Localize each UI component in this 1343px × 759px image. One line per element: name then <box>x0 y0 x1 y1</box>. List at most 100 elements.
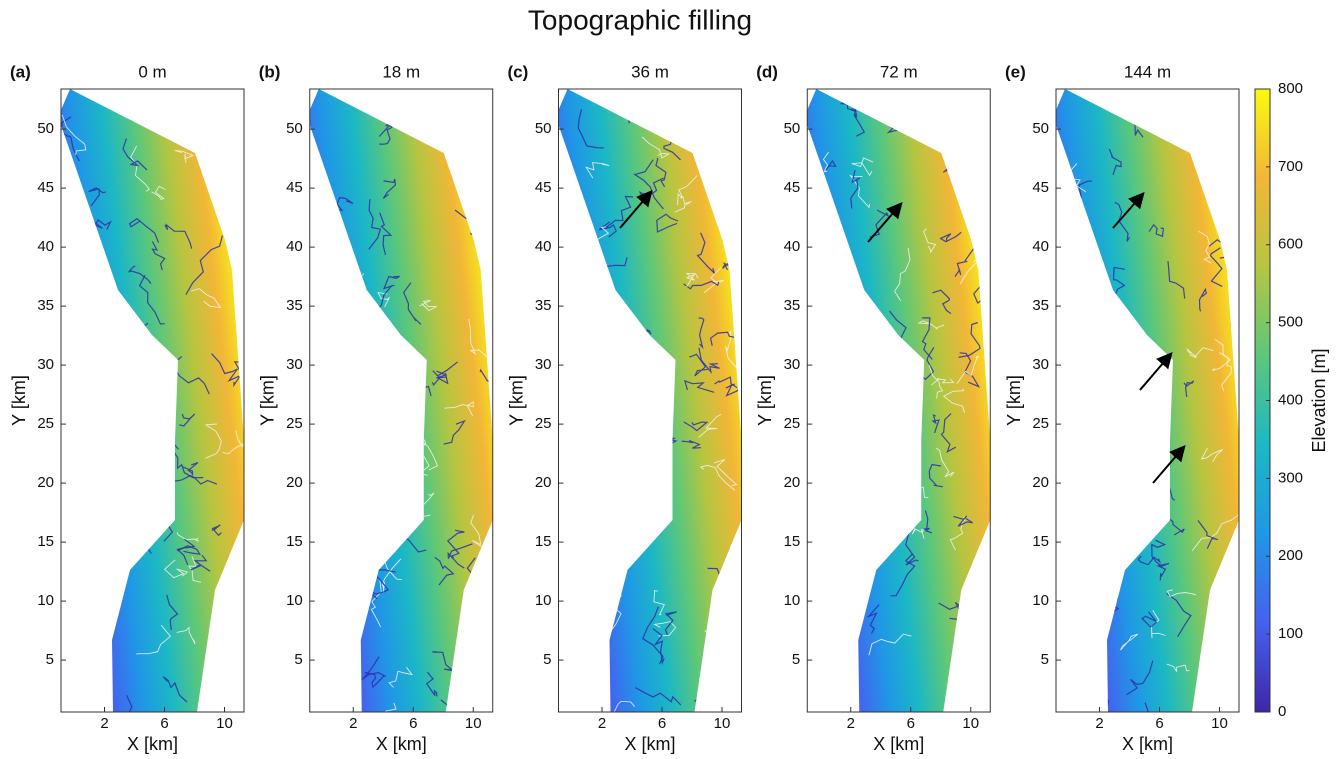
divide <box>176 532 199 542</box>
channel <box>166 594 179 631</box>
divide <box>699 464 736 491</box>
divide <box>928 364 944 399</box>
divide <box>807 375 813 413</box>
channel <box>635 687 682 706</box>
divide <box>653 589 665 616</box>
channel <box>377 430 397 451</box>
channel <box>309 394 311 417</box>
channel <box>1141 611 1158 628</box>
channel <box>460 664 489 691</box>
divide <box>807 445 822 482</box>
x-tick-label: 10 <box>216 715 233 732</box>
channel <box>344 610 357 640</box>
panel-label: (b) <box>259 62 281 81</box>
divide <box>674 195 692 213</box>
divide <box>931 378 955 386</box>
colorbar-tick-label: 0 <box>1278 703 1286 720</box>
channel <box>683 280 720 290</box>
channel <box>1070 610 1099 639</box>
y-tick-label: 35 <box>784 297 801 314</box>
y-tick-label: 45 <box>1032 179 1049 196</box>
channel <box>1068 351 1088 365</box>
channel <box>1063 683 1075 712</box>
colorbar-tick-label: 600 <box>1278 236 1303 253</box>
channel <box>975 90 991 104</box>
x-axis-label: X [km] <box>873 734 924 754</box>
divide <box>61 114 87 156</box>
divide <box>130 145 150 192</box>
channel <box>84 512 122 547</box>
divide <box>935 447 955 478</box>
channel <box>211 353 240 383</box>
y-tick-label: 15 <box>37 533 54 550</box>
channel <box>151 241 166 271</box>
axes-box <box>806 88 991 713</box>
channel <box>479 646 489 671</box>
channel <box>1137 555 1162 566</box>
divide <box>1186 347 1214 359</box>
y-tick-label: 30 <box>37 356 54 373</box>
y-tick-label: 10 <box>286 592 303 609</box>
divide <box>677 175 698 206</box>
channel <box>390 533 403 541</box>
divide <box>81 239 98 260</box>
channel <box>122 411 139 436</box>
channel <box>1116 467 1135 514</box>
x-tick-label: 6 <box>160 715 168 732</box>
channel <box>1154 434 1170 460</box>
channel <box>443 419 466 445</box>
x-tick-label: 6 <box>907 715 915 732</box>
channel <box>379 212 393 256</box>
arrow <box>619 189 653 229</box>
channel <box>1148 223 1164 238</box>
x-axis-label: X [km] <box>624 734 675 754</box>
divide <box>709 672 729 690</box>
y-tick-label: 5 <box>294 651 302 668</box>
x-tick-label: 2 <box>349 715 357 732</box>
y-tick-label: 25 <box>535 415 552 432</box>
divide <box>1236 629 1239 661</box>
axes-box <box>1055 88 1240 713</box>
y-tick-label: 45 <box>286 179 303 196</box>
divide <box>388 666 413 688</box>
channel <box>138 274 165 325</box>
divide <box>1211 338 1232 371</box>
channel <box>1233 699 1239 709</box>
divide <box>1123 526 1145 546</box>
colorbar-tick-label: 700 <box>1278 158 1303 175</box>
divide <box>388 428 401 454</box>
y-tick-label: 40 <box>286 238 303 255</box>
channel <box>958 321 981 358</box>
divide <box>444 401 474 417</box>
channel <box>1103 94 1126 102</box>
arrow <box>1112 191 1145 229</box>
channel <box>694 696 720 708</box>
divide <box>1226 615 1239 629</box>
channel <box>1108 148 1122 176</box>
y-tick-label: 10 <box>1032 592 1049 609</box>
y-tick-label: 50 <box>286 120 303 137</box>
channel <box>605 195 634 229</box>
x-axis-label: X [km] <box>376 734 427 754</box>
channel <box>125 695 147 712</box>
channel <box>653 484 670 506</box>
arrow <box>867 201 903 243</box>
y-tick-label: 20 <box>286 474 303 491</box>
x-tick-label: 10 <box>962 715 979 732</box>
divide <box>219 171 237 195</box>
y-axis-label: Y [km] <box>755 375 775 426</box>
channel <box>88 187 106 207</box>
divide <box>459 90 484 109</box>
divide <box>336 586 361 601</box>
channel <box>709 90 730 112</box>
channel <box>190 554 211 572</box>
panel-title: 144 m <box>1124 62 1171 81</box>
divide <box>604 394 626 408</box>
channel <box>817 636 841 651</box>
channel <box>1156 562 1170 581</box>
y-tick-label: 30 <box>1032 356 1049 373</box>
y-tick-label: 45 <box>535 179 552 196</box>
divide <box>1073 446 1095 495</box>
divide <box>653 621 677 637</box>
x-tick-label: 10 <box>1211 715 1228 732</box>
